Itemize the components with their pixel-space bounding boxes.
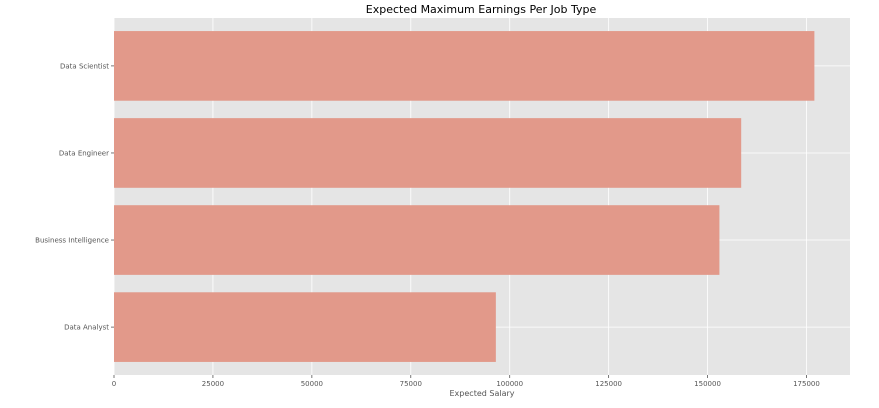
bar bbox=[114, 205, 720, 275]
bar bbox=[114, 118, 742, 188]
x-axis-ticks: 0 25000 50000 75000 100000 125000 150000 175000 bbox=[112, 375, 820, 388]
x-tick-label: 125000 bbox=[595, 380, 622, 388]
y-tick-label: Data Engineer bbox=[59, 149, 109, 157]
x-tick-label: 150000 bbox=[694, 380, 721, 388]
x-tick-label: 50000 bbox=[301, 380, 323, 388]
x-tick-label: 0 bbox=[112, 380, 116, 388]
x-axis-label: Expected Salary bbox=[450, 389, 515, 398]
bar bbox=[114, 292, 496, 362]
x-tick-label: 75000 bbox=[400, 380, 422, 388]
chart-title: Expected Maximum Earnings Per Job Type bbox=[366, 3, 597, 16]
y-tick-label: Business Intelligence bbox=[35, 237, 109, 245]
x-tick-label: 175000 bbox=[793, 380, 820, 388]
x-tick-label: 25000 bbox=[202, 380, 224, 388]
y-tick-label: Data Analyst bbox=[64, 324, 109, 332]
bars bbox=[114, 31, 815, 362]
y-axis-ticks: Data Scientist Data Engineer Business Inte… bbox=[35, 62, 114, 332]
y-tick-label: Data Scientist bbox=[60, 62, 109, 70]
x-tick-label: 100000 bbox=[496, 380, 523, 388]
bar bbox=[114, 31, 815, 101]
